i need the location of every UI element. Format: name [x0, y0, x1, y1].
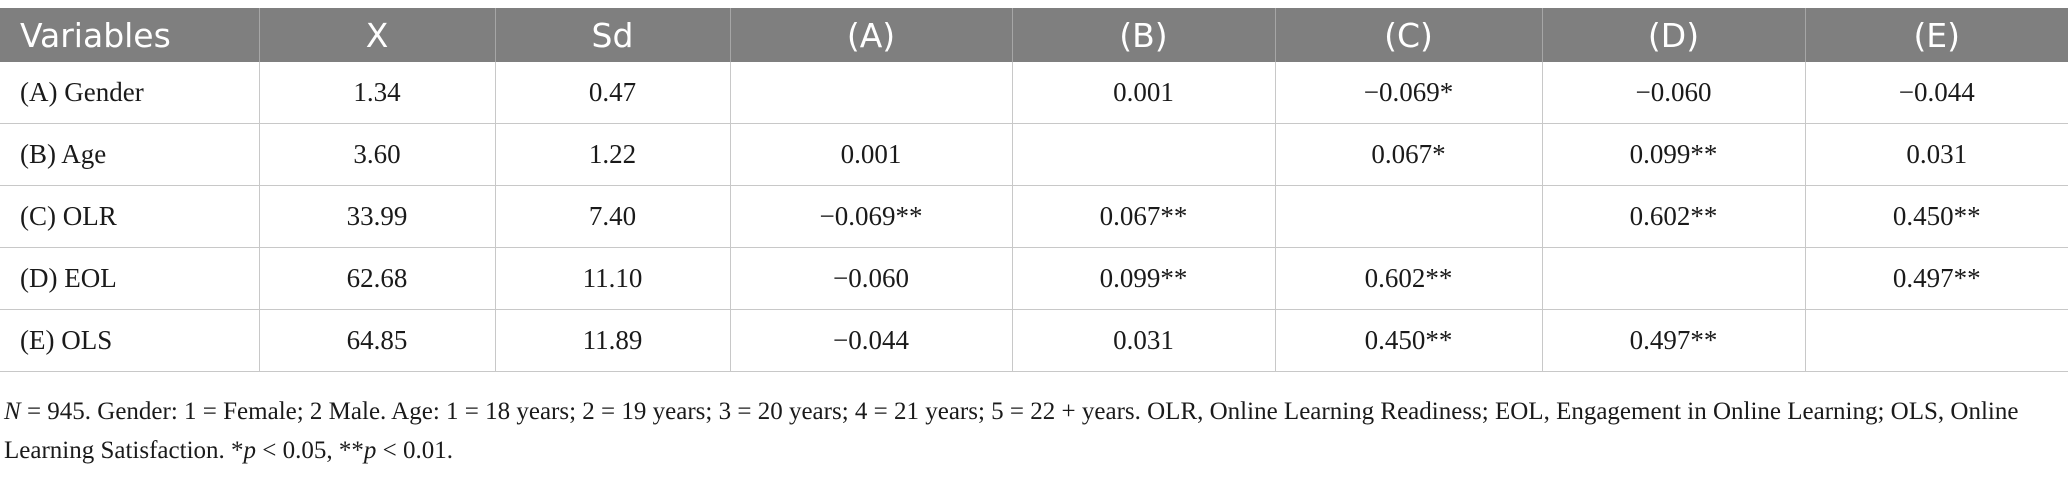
footnote-text: < 0.05, **: [256, 437, 364, 464]
table-cell: [1805, 309, 2068, 372]
table-cell: 0.450**: [1805, 185, 2068, 248]
header-variables: Variables: [0, 8, 260, 62]
table-cell: 0.031: [1805, 123, 2068, 186]
table-cell: 0.450**: [1275, 309, 1543, 372]
table-cell: −0.069**: [730, 185, 1013, 248]
table-cell: [730, 62, 1013, 124]
table-cell: 33.99: [259, 185, 496, 248]
table-cell: 0.001: [730, 123, 1013, 186]
table-footnote: N = 945. Gender: 1 = Female; 2 Male. Age…: [4, 392, 2054, 470]
table-cell: 11.10: [495, 247, 731, 310]
row-label: (C) OLR: [0, 185, 260, 248]
table-cell: [1012, 123, 1276, 186]
table-cell: 0.001: [1012, 62, 1276, 124]
header-a: (A): [730, 8, 1013, 62]
header-c: (C): [1275, 8, 1543, 62]
table-cell: 0.602**: [1542, 185, 1806, 248]
table-cell: −0.060: [1542, 62, 1806, 124]
header-row: Variables X Sd (A) (B) (C) (D) (E): [0, 8, 2068, 62]
footnote-text: = 945. Gender: 1 = Female; 2 Male. Age: …: [4, 398, 2019, 464]
row-label: (B) Age: [0, 123, 260, 186]
table-cell: 0.067*: [1275, 123, 1543, 186]
footnote-n-symbol: N: [4, 398, 21, 425]
footnote-p-symbol: p: [363, 437, 377, 464]
table-cell: −0.044: [730, 309, 1013, 372]
header-d: (D): [1542, 8, 1806, 62]
table-cell: 1.22: [495, 123, 731, 186]
footnote-p-symbol: p: [243, 437, 257, 464]
header-sd: Sd: [495, 8, 731, 62]
table-cell: 11.89: [495, 309, 731, 372]
table-cell: 64.85: [259, 309, 496, 372]
table-cell: 0.099**: [1542, 123, 1806, 186]
table-row: (B) Age 3.60 1.22 0.001 0.067* 0.099** 0…: [0, 123, 2068, 186]
header-mean: X: [259, 8, 496, 62]
table-cell: −0.044: [1805, 62, 2068, 124]
table-cell: 0.47: [495, 62, 731, 124]
table-cell: −0.060: [730, 247, 1013, 310]
table-cell: [1275, 185, 1543, 248]
header-e: (E): [1805, 8, 2068, 62]
table-cell: 0.497**: [1805, 247, 2068, 310]
table-row: (D) EOL 62.68 11.10 −0.060 0.099** 0.602…: [0, 247, 2068, 310]
header-b: (B): [1012, 8, 1276, 62]
table-cell: 62.68: [259, 247, 496, 310]
table-cell: 3.60: [259, 123, 496, 186]
table-cell: 1.34: [259, 62, 496, 124]
row-label: (E) OLS: [0, 309, 260, 372]
table-row: (A) Gender 1.34 0.47 0.001 −0.069* −0.06…: [0, 62, 2068, 124]
table-cell: 0.067**: [1012, 185, 1276, 248]
table-row: (E) OLS 64.85 11.89 −0.044 0.031 0.450**…: [0, 309, 2068, 372]
correlation-table-container: Variables X Sd (A) (B) (C) (D) (E) (A) G…: [0, 8, 2068, 372]
table-row: (C) OLR 33.99 7.40 −0.069** 0.067** 0.60…: [0, 185, 2068, 248]
row-label: (D) EOL: [0, 247, 260, 310]
table-cell: [1542, 247, 1806, 310]
table-cell: 0.497**: [1542, 309, 1806, 372]
table-cell: 0.602**: [1275, 247, 1543, 310]
correlation-table: Variables X Sd (A) (B) (C) (D) (E) (A) G…: [0, 8, 2068, 372]
table-cell: 0.031: [1012, 309, 1276, 372]
row-label: (A) Gender: [0, 62, 260, 124]
footnote-text: < 0.01.: [376, 437, 453, 464]
table-cell: −0.069*: [1275, 62, 1543, 124]
table-cell: 0.099**: [1012, 247, 1276, 310]
table-cell: 7.40: [495, 185, 731, 248]
